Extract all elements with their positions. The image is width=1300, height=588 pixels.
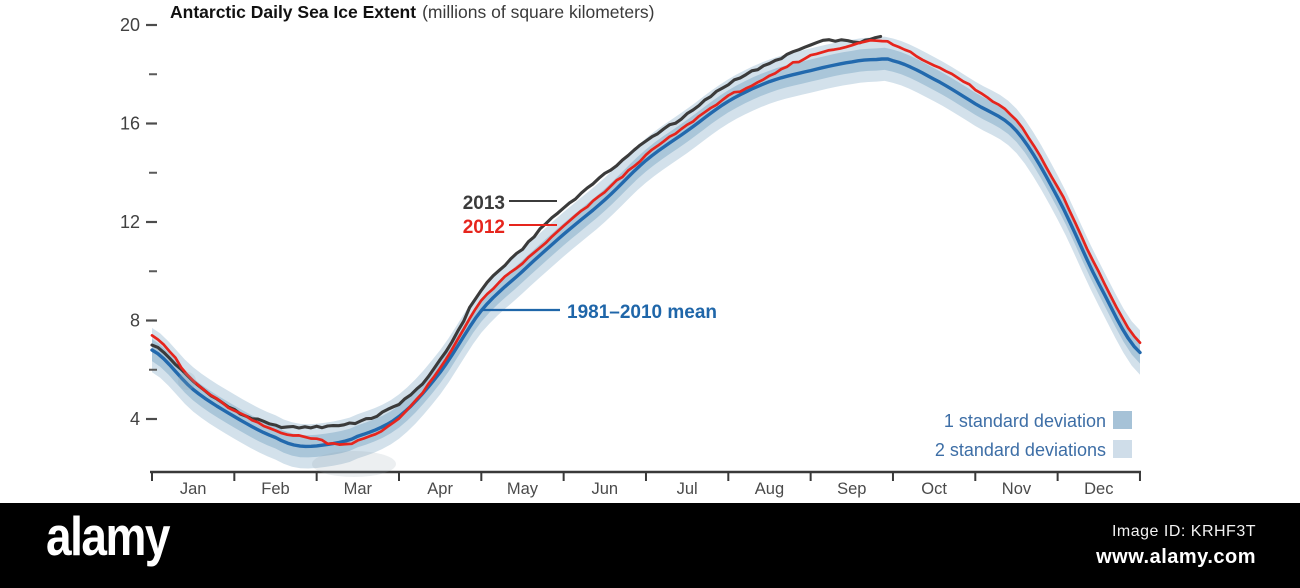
alamy-logo: alamy xyxy=(46,505,170,567)
annotation-label-2013: 2013 xyxy=(463,193,505,214)
legend-swatch-2-std xyxy=(1113,440,1132,458)
series-2012-line xyxy=(150,38,1142,446)
alamy-url-text: www.alamy.com xyxy=(1096,546,1256,568)
chart-title: Antarctic Daily Sea Ice Extent (millions … xyxy=(170,2,655,23)
band-1-std-deviation xyxy=(152,47,1140,458)
series-2013-line xyxy=(150,34,883,430)
x-tick-label-oct: Oct xyxy=(921,480,947,498)
sea-ice-extent-chart: Jan Feb Mar Apr May Jun Jul Aug Sep Oct Nov Dec 20 16… xyxy=(120,15,1142,498)
legend-label-2-std: 2 standard deviations xyxy=(935,440,1106,460)
x-tick-label-jul: Jul xyxy=(677,480,698,498)
x-tick-label-mar: Mar xyxy=(344,480,373,498)
image-id-label: Image ID: KRHF3T xyxy=(1111,523,1256,540)
chart-title-units: (millions of square kilometers) xyxy=(422,2,655,22)
series-1981-2010-mean-line xyxy=(150,57,1142,449)
ghost-watermark xyxy=(312,451,396,477)
x-tick-label-jan: Jan xyxy=(180,480,207,498)
chart-title-main: Antarctic Daily Sea Ice Extent xyxy=(170,2,417,22)
y-tick-label-20: 20 xyxy=(120,15,140,35)
watermark-bar: alamy Image ID: KRHF3T www.alamy.com xyxy=(0,503,1300,588)
legend-label-1-std: 1 standard deviation xyxy=(944,411,1106,431)
y-tick-label-12: 12 xyxy=(120,212,140,232)
y-tick-label-8: 8 xyxy=(130,311,140,331)
x-tick-label-aug: Aug xyxy=(755,480,784,498)
annotation-label-1981-2010-mean: 1981–2010 mean xyxy=(567,302,717,323)
x-tick-label-may: May xyxy=(507,480,539,498)
x-tick-label-jun: Jun xyxy=(592,480,619,498)
legend-swatch-1-std xyxy=(1113,411,1132,429)
x-tick-label-dec: Dec xyxy=(1084,480,1113,498)
x-tick-label-feb: Feb xyxy=(261,480,289,498)
watermark-info: Image ID: KRHF3T www.alamy.com xyxy=(1096,523,1256,569)
x-tick-label-apr: Apr xyxy=(427,480,453,498)
x-tick-label-sep: Sep xyxy=(837,480,866,498)
y-tick-label-16: 16 xyxy=(120,114,140,134)
annotation-label-2012: 2012 xyxy=(463,217,505,238)
ghost-watermark xyxy=(178,372,196,390)
y-tick-label-4: 4 xyxy=(130,409,140,429)
x-tick-label-nov: Nov xyxy=(1002,480,1032,498)
